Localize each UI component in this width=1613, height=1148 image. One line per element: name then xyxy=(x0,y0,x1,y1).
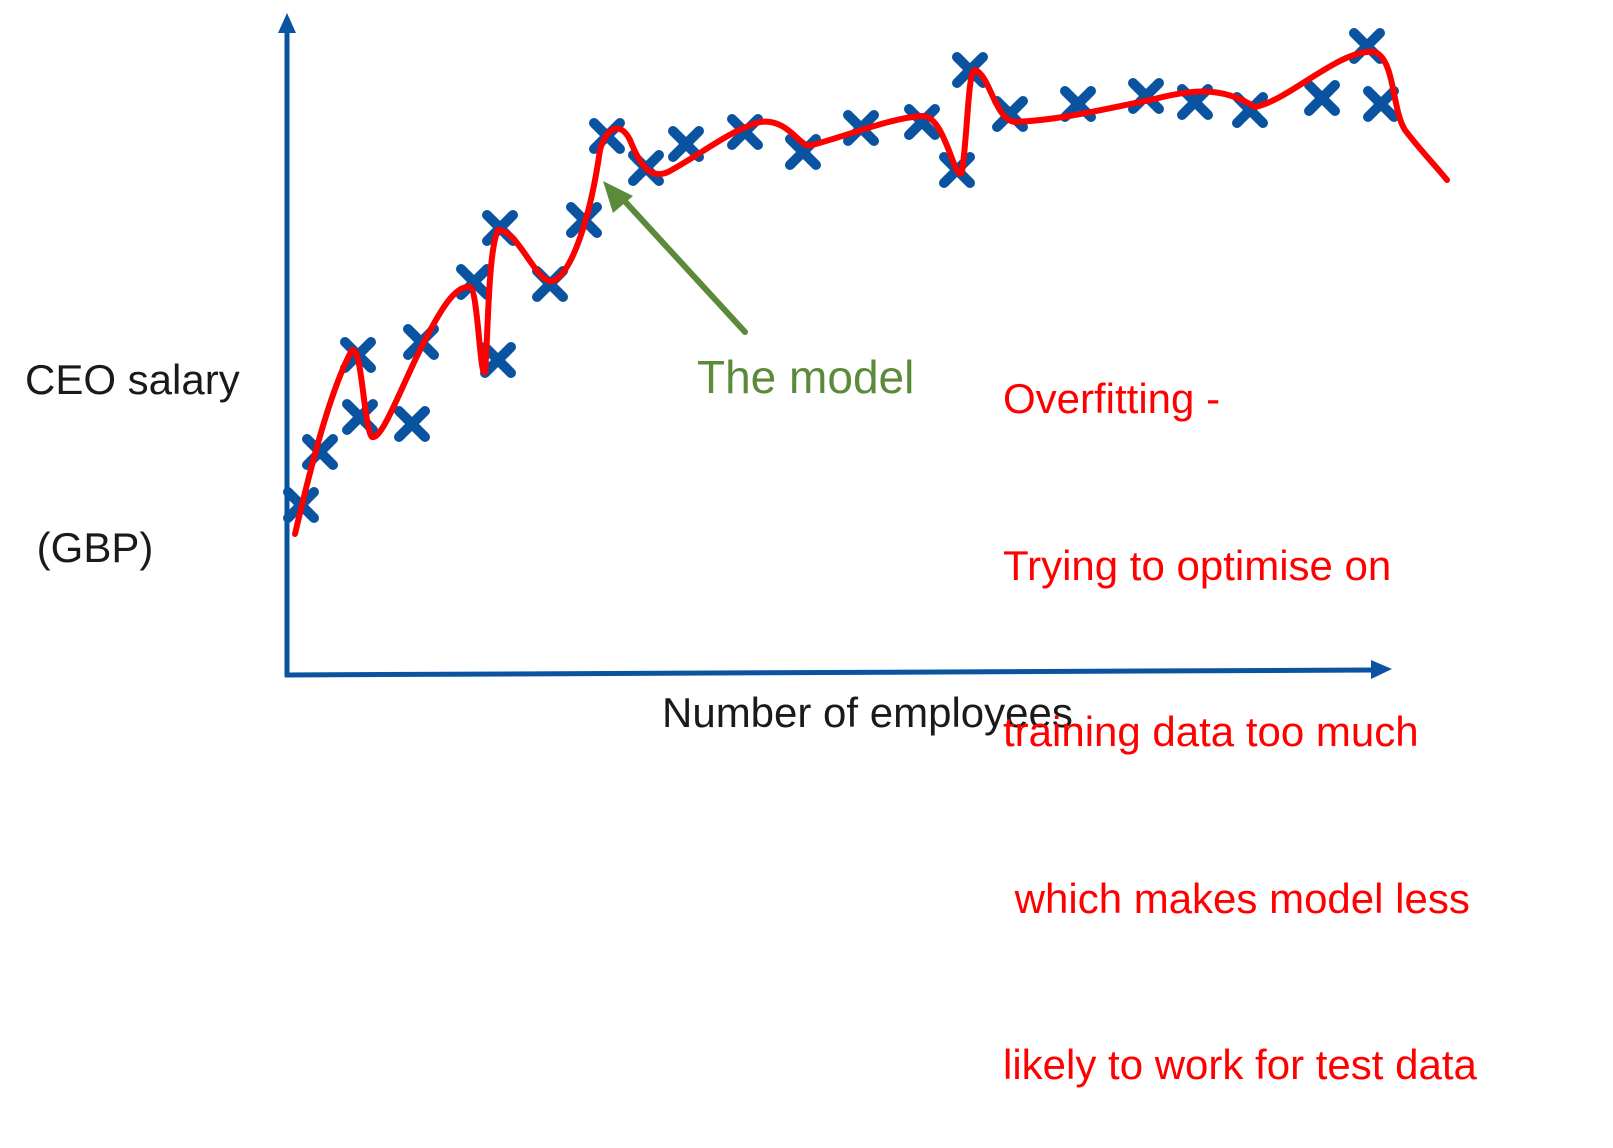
overfitting-note: Overfitting - Trying to optimise on trai… xyxy=(1003,260,1477,1148)
y-axis-label-line: CEO salary xyxy=(25,356,240,403)
overfitting-diagram xyxy=(278,13,1450,679)
note-line: which makes model less xyxy=(1003,874,1470,922)
data-point-marker xyxy=(668,126,704,162)
data-point-marker xyxy=(1363,86,1399,122)
model-arrow-head xyxy=(603,181,633,213)
y-axis-arrowhead xyxy=(278,13,296,33)
note-line: likely to work for test data xyxy=(1003,1041,1477,1088)
data-point-marker xyxy=(1304,80,1340,116)
model-label: The model xyxy=(697,351,915,403)
data-point-marker xyxy=(480,342,516,378)
y-axis-label: CEO salary (GBP) xyxy=(25,240,240,632)
model-arrow-shaft xyxy=(617,193,748,335)
note-line: Trying to optimise on xyxy=(1003,541,1392,589)
x-axis-label: Number of employees xyxy=(662,689,1073,736)
note-line: training data too much xyxy=(1003,708,1419,755)
data-point-marker xyxy=(394,406,430,442)
note-line: Overfitting - xyxy=(1003,375,1221,422)
y-axis-label-line: (GBP) xyxy=(25,524,154,571)
data-point-marker xyxy=(456,264,492,300)
model-curve xyxy=(292,48,1450,537)
data-point-marker xyxy=(904,104,940,140)
x-axis-arrowhead xyxy=(1371,660,1392,679)
data-point-marker xyxy=(952,52,988,88)
x-axis xyxy=(284,667,1373,678)
